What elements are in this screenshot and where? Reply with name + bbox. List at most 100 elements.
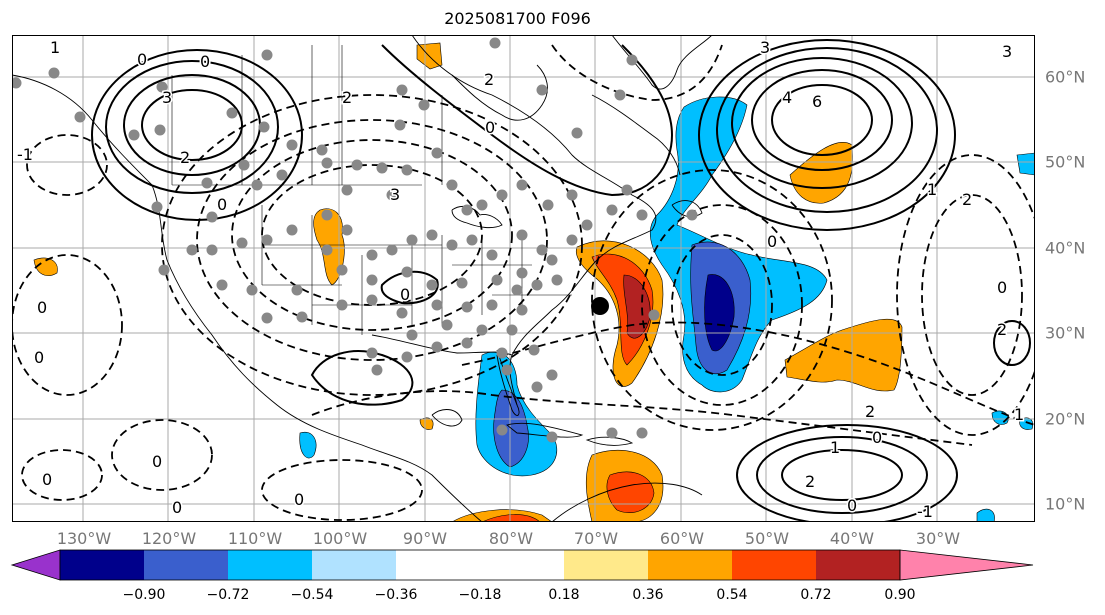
lightblue-area-east-edge [1016, 152, 1035, 176]
contour-label: 2 [865, 402, 875, 421]
labrador [591, 94, 681, 176]
contour-label: 2 [484, 70, 494, 89]
hudson-bay [451, 64, 548, 121]
solid-contour-east-edge [993, 320, 1031, 366]
contour-label: 1 [927, 180, 937, 199]
map-title: 2025081700 F096 [444, 9, 591, 28]
contour-label: 3 [390, 185, 400, 204]
dashed-contour-pacific-1 [12, 254, 123, 396]
colorbar-tick-label: 0.54 [716, 587, 748, 603]
lightblue-area-azores2 [1019, 417, 1033, 430]
great-lakes [451, 205, 503, 229]
dashed-contour-pacific-2 [26, 134, 108, 196]
lon-label: 90°W [402, 529, 448, 548]
solid-contour-canada-trough [381, 44, 674, 197]
contour-label: 2 [962, 190, 972, 209]
solid-contour-east-high-4 [716, 47, 938, 213]
lat-label: 50°N [1045, 152, 1086, 172]
lon-label: 50°W [744, 529, 790, 548]
colorbar [10, 549, 1034, 581]
solid-contour-west-high-4 [91, 49, 303, 221]
colorbar-bin [312, 550, 396, 580]
contour-label: 0 [294, 490, 304, 509]
colorbar-bin [228, 550, 312, 580]
contour-label: 3 [1002, 42, 1012, 61]
contour-label: 3 [162, 88, 172, 107]
dashed-contour-north [551, 44, 723, 101]
dashed-contour-rockies-low-3 [196, 119, 548, 361]
newfoundland [671, 200, 703, 218]
gulf-coast [371, 334, 513, 356]
solid-contour-southeast-2 [756, 436, 928, 514]
colorbar-bin [816, 550, 900, 580]
colorbar-bin [396, 550, 480, 580]
colorbar-arrow-right [899, 549, 1034, 581]
solid-contour-west-high-1 [141, 89, 243, 161]
lon-label: 130°W [56, 529, 112, 548]
yucatan [431, 409, 463, 427]
orange-area-east-atlantic [784, 318, 903, 392]
lon-label: 70°W [573, 529, 619, 548]
weather-map: 0 3 2 0 1 -1 2 3 0 0 0 0 0 0 0 4 6 1 2 0… [12, 35, 1035, 522]
contour-label: 0 [200, 52, 210, 71]
dashed-contour-atlantic-low-3 [591, 169, 833, 431]
red-area-central-america [606, 471, 655, 513]
navy-area-atlantic [704, 274, 735, 352]
solid-contours [91, 39, 1031, 522]
dashed-contour-east-low-2 [896, 154, 1035, 436]
lat-label: 40°N [1045, 238, 1086, 258]
solid-contour-west-high-3 [105, 60, 279, 194]
contour-label: -1 [17, 145, 33, 164]
colorbar-bin [60, 550, 144, 580]
lat-label: 60°N [1045, 67, 1086, 87]
dashed-contour-atlantic-low-2 [641, 204, 803, 406]
contour-label: 0 [217, 195, 227, 214]
lon-label: 60°W [659, 529, 705, 548]
contour-label: 0 [485, 118, 495, 137]
dashed-contour-tropical [311, 390, 973, 446]
solid-contour-east-high-3 [731, 57, 913, 189]
contour-label: 0 [172, 498, 182, 517]
dashed-contour-caribbean [461, 321, 1035, 426]
contour-label: 3 [760, 38, 770, 57]
orange-area-pacific [33, 257, 58, 276]
station-dots [12, 37, 698, 443]
colorbar-tick-label: −0.90 [122, 587, 166, 603]
contour-label: 1 [830, 438, 840, 457]
contour-label: 2 [342, 88, 352, 107]
orange-area-gulf-small [419, 417, 434, 430]
lon-label: 30°W [915, 529, 961, 548]
hispaniola [585, 436, 634, 446]
colorbar-tick-label: −0.18 [458, 587, 502, 603]
contour-label: 0 [152, 452, 162, 471]
lon-label: 40°W [829, 529, 875, 548]
lon-label: 120°W [141, 529, 197, 548]
colorbar-bin [732, 550, 816, 580]
lat-label: 20°N [1045, 409, 1086, 429]
dashed-contour-east-low-1 [921, 194, 1023, 396]
colorbar-tick-label: −0.54 [290, 587, 334, 603]
south-america-north [551, 482, 703, 522]
lon-label: 80°W [488, 529, 534, 548]
lat-label: 30°N [1045, 323, 1086, 343]
contour-label: -1 [917, 502, 933, 521]
contour-label: 2 [805, 472, 815, 491]
colorbar-arrow-left [10, 549, 61, 581]
dashed-contour-atlantic-low-1 [671, 234, 773, 376]
lightblue-area-pacific [299, 431, 317, 459]
colorbar-tick-label: 0.18 [548, 587, 580, 603]
colorbar-bin [480, 550, 564, 580]
cuba [506, 422, 584, 438]
north-america-east-coast [411, 35, 657, 406]
contour-label: 0 [34, 348, 44, 367]
solid-contour-east-high-2 [751, 69, 893, 171]
lightblue-area-south-edge [976, 508, 995, 522]
contour-labels: 0 3 2 0 1 -1 2 3 0 0 0 0 0 0 0 4 6 1 2 0… [16, 37, 1026, 523]
dashed-contour-rockies-low-4 [161, 94, 583, 396]
colorbar-bin [648, 550, 732, 580]
contour-label: 2 [180, 148, 190, 167]
colorbar-tick-label: 0.36 [632, 587, 664, 603]
solid-contour-mexico [310, 350, 414, 406]
contour-label: 2 [997, 320, 1007, 339]
dashed-contour-rockies-low-1 [261, 164, 483, 306]
